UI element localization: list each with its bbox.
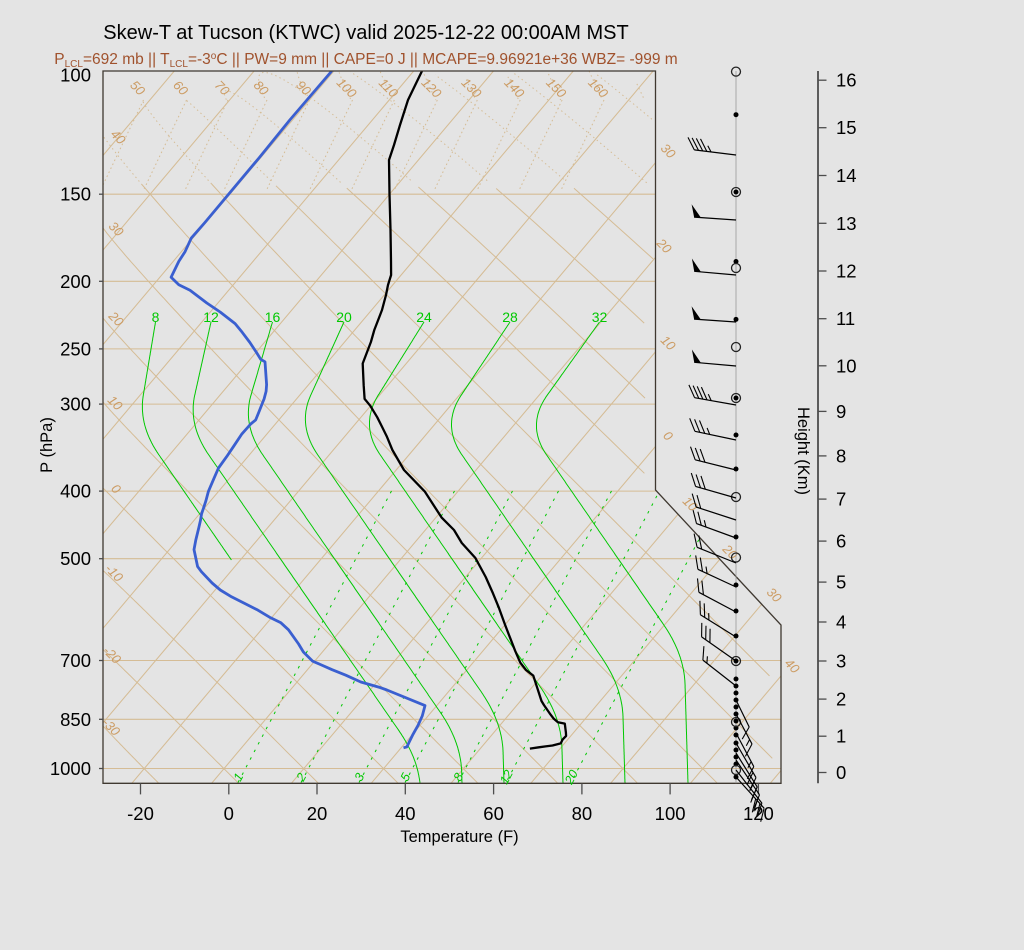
svg-text:7: 7 [836,489,846,510]
svg-text:12: 12 [836,261,857,282]
svg-text:12: 12 [497,768,516,787]
svg-text:15: 15 [836,117,857,138]
svg-text:100: 100 [60,65,91,86]
svg-text:1000: 1000 [50,758,91,779]
svg-text:Skew-T at Tucson (KTWC) valid: Skew-T at Tucson (KTWC) valid 2025-12-22… [103,22,628,44]
svg-text:14: 14 [836,165,857,186]
svg-text:500: 500 [60,548,91,569]
svg-text:150: 150 [60,184,91,205]
svg-text:0: 0 [836,762,846,783]
svg-text:16: 16 [265,309,281,325]
svg-text:11: 11 [836,308,855,329]
svg-text:200: 200 [60,271,91,292]
svg-text:24: 24 [416,309,432,325]
svg-text:300: 300 [60,394,91,415]
svg-text:20: 20 [307,803,328,824]
svg-text:80: 80 [572,803,593,824]
svg-text:PLCL=692 mb || TLCL=-3oC || PW: PLCL=692 mb || TLCL=-3oC || PW=9 mm || C… [54,51,677,70]
svg-text:5: 5 [836,572,846,593]
svg-text:8: 8 [836,445,846,466]
svg-text:32: 32 [592,309,608,325]
svg-text:20: 20 [336,309,352,325]
svg-text:0: 0 [224,803,234,824]
svg-text:8: 8 [152,309,160,325]
svg-text:16: 16 [836,70,857,91]
svg-text:60: 60 [483,803,504,824]
svg-text:250: 250 [60,338,91,359]
svg-text:1: 1 [836,726,846,747]
svg-text:28: 28 [502,309,518,325]
svg-text:Temperature (F): Temperature (F) [400,828,518,846]
svg-text:100: 100 [655,803,686,824]
svg-text:2: 2 [836,689,846,710]
svg-text:700: 700 [60,650,91,671]
svg-text:3: 3 [836,651,846,672]
svg-text:6: 6 [836,531,846,552]
svg-text:P (hPa): P (hPa) [38,417,56,473]
svg-text:4: 4 [836,612,846,633]
svg-text:10: 10 [836,355,857,376]
svg-text:Height (Km): Height (Km) [794,407,812,495]
svg-text:400: 400 [60,481,91,502]
svg-text:-20: -20 [127,803,154,824]
svg-text:850: 850 [60,709,91,730]
svg-text:12: 12 [203,309,219,325]
svg-text:20: 20 [562,768,581,788]
svg-text:13: 13 [836,213,857,234]
svg-text:9: 9 [836,401,846,422]
svg-text:40: 40 [395,803,416,824]
